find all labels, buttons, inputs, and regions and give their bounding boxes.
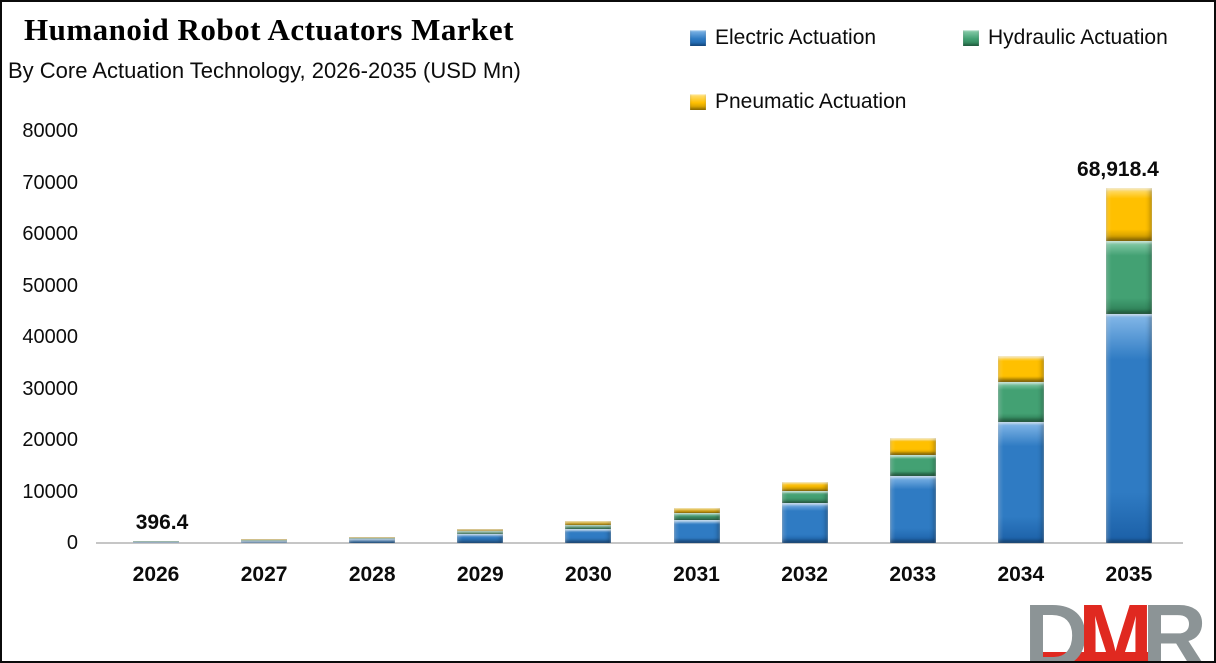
bar-segment-hydraulic-actuation — [241, 539, 288, 541]
legend-swatch-icon — [690, 94, 706, 110]
y-tick-label: 80000 — [22, 120, 78, 142]
x-tick-label-2026: 2026 — [132, 563, 180, 586]
bar-segment-electric-actuation — [349, 538, 396, 543]
data-label-2026: 396.4 — [135, 510, 189, 534]
bar-segment-pneumatic-actuation — [1105, 188, 1152, 241]
dmr-logo: DMR — [1024, 592, 1207, 663]
bar-segment-hydraulic-actuation — [781, 491, 828, 504]
bar-group-2035 — [1105, 188, 1152, 543]
legend-label: Hydraulic Actuation — [988, 26, 1168, 49]
bar-segment-pneumatic-actuation — [457, 528, 504, 531]
y-tick-label: 20000 — [22, 429, 78, 451]
x-tick-label-2028: 2028 — [348, 563, 396, 586]
chart-subtitle: By Core Actuation Technology, 2026-2035 … — [8, 58, 521, 83]
legend-swatch-icon — [690, 30, 706, 46]
x-tick-label-2032: 2032 — [781, 563, 828, 586]
bar-segment-pneumatic-actuation — [889, 438, 936, 455]
bar-segment-hydraulic-actuation — [1105, 240, 1152, 314]
y-tick-label: 60000 — [22, 223, 78, 245]
x-axis-line — [96, 542, 1183, 544]
bar-segment-electric-actuation — [1105, 313, 1152, 543]
bar-segment-hydraulic-actuation — [349, 537, 396, 539]
bar-segment-hydraulic-actuation — [457, 530, 504, 534]
bar-segment-electric-actuation — [241, 540, 288, 543]
bar-group-2028 — [349, 536, 396, 543]
logo-letter-d: D — [1024, 587, 1089, 663]
y-tick-label: 40000 — [22, 326, 78, 348]
legend-label: Electric Actuation — [715, 26, 877, 49]
bar-segment-pneumatic-actuation — [997, 356, 1044, 383]
legend-label: Pneumatic Actuation — [715, 90, 907, 113]
bar-segment-pneumatic-actuation — [781, 482, 828, 492]
y-tick-label: 10000 — [22, 480, 78, 503]
bar-group-2032 — [781, 482, 828, 543]
bar-segment-electric-actuation — [457, 533, 504, 543]
bar-group-2029 — [457, 528, 504, 543]
bar-segment-pneumatic-actuation — [241, 539, 288, 540]
logo-letter-r: R — [1141, 587, 1207, 663]
bar-segment-pneumatic-actuation — [349, 536, 396, 538]
bar-group-2027 — [241, 539, 288, 543]
legend-swatch-icon — [963, 30, 979, 46]
bar-segment-electric-actuation — [889, 476, 936, 543]
bar-segment-hydraulic-actuation — [673, 513, 720, 521]
legend-item-electric-actuation: Electric Actuation — [690, 26, 876, 50]
y-tick-label: 70000 — [22, 171, 78, 194]
x-tick-label-2029: 2029 — [456, 563, 504, 586]
bar-segment-electric-actuation — [781, 503, 828, 543]
bar-segment-hydraulic-actuation — [889, 454, 936, 477]
bar-segment-electric-actuation — [565, 528, 612, 543]
logo-letter-m: M — [1078, 587, 1153, 663]
x-tick-label-2031: 2031 — [673, 563, 720, 586]
legend-item-pneumatic-actuation: Pneumatic Actuation — [690, 90, 906, 114]
bar-group-2033 — [889, 438, 936, 543]
legend-item-hydraulic-actuation: Hydraulic Actuation — [963, 26, 1168, 50]
bar-group-2026 — [133, 540, 179, 543]
bar-segment-electric-actuation — [673, 520, 720, 543]
y-tick-label: 50000 — [22, 274, 78, 297]
bar-segment-pneumatic-actuation — [673, 507, 720, 514]
x-tick-label-2030: 2030 — [565, 563, 612, 586]
data-label-2035: 68,918.4 — [1077, 158, 1159, 182]
x-tick-label-2033: 2033 — [889, 563, 937, 586]
bar-group-2030 — [565, 521, 612, 543]
logo-underline — [1035, 652, 1153, 661]
bar-segment-electric-actuation — [997, 422, 1044, 543]
x-tick-label-2035: 2035 — [1105, 563, 1153, 586]
y-tick-label: 30000 — [22, 377, 78, 400]
x-tick-label-2034: 2034 — [997, 563, 1045, 586]
x-tick-label-2027: 2027 — [240, 563, 288, 586]
bar-group-2034 — [997, 356, 1044, 543]
bar-segment-electric-actuation — [133, 541, 179, 543]
chart-title: Humanoid Robot Actuators Market — [24, 12, 514, 47]
y-tick-label: 0 — [66, 532, 78, 554]
bar-segment-pneumatic-actuation — [565, 521, 612, 525]
bar-group-2031 — [673, 507, 720, 543]
bar-segment-hydraulic-actuation — [565, 524, 612, 529]
bar-segment-hydraulic-actuation — [997, 382, 1044, 423]
